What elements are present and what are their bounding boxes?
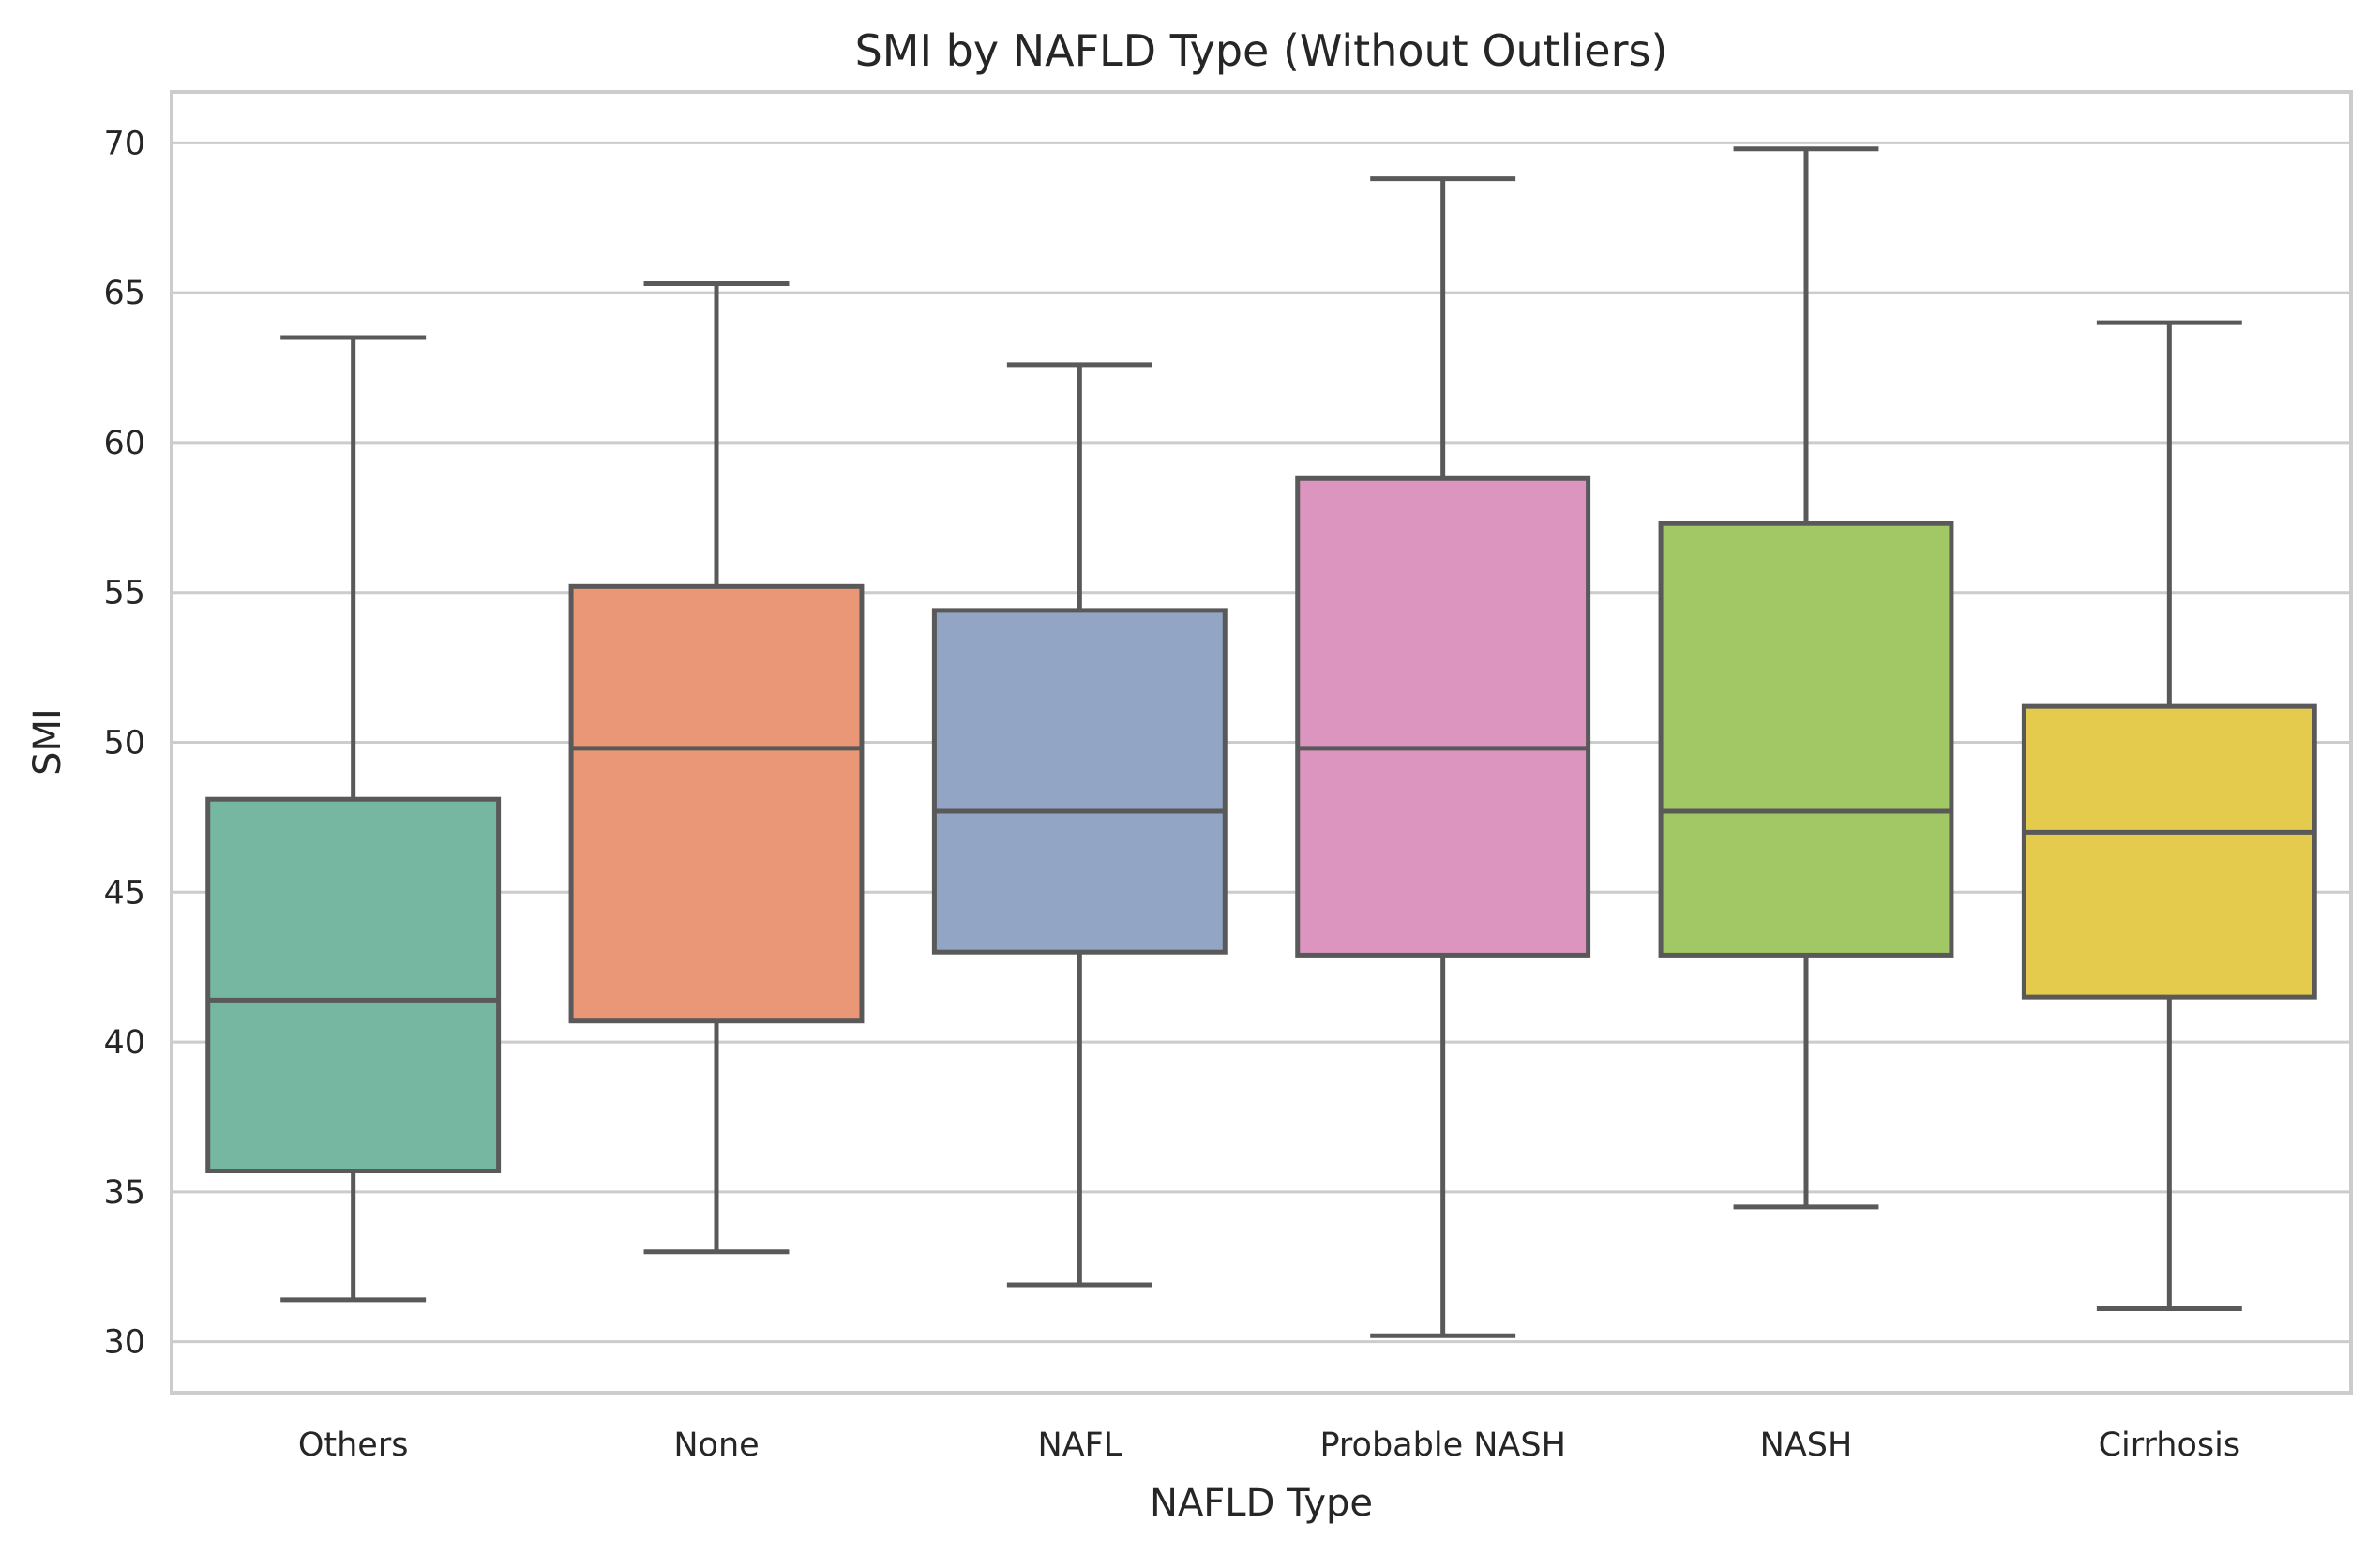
y-tick-label: 35: [103, 1174, 145, 1212]
x-tick-labels: Others None NAFL Probable NASH NASH Cirrhosis: [298, 1426, 2240, 1464]
chart-title: SMI by NAFLD Type (Without Outliers): [855, 25, 1668, 76]
x-axis-label: NAFLD Type: [1150, 1482, 1373, 1525]
iqr-box: [1295, 475, 1591, 958]
y-tick-label: 40: [103, 1024, 145, 1062]
x-tick-label: None: [673, 1426, 759, 1464]
box-nash: [1658, 146, 1954, 1210]
x-tick-label: NAFL: [1037, 1426, 1122, 1464]
y-tick-label: 70: [103, 125, 145, 162]
iqr-box: [1658, 521, 1954, 958]
y-tick-label: 45: [103, 874, 145, 912]
iqr-box: [931, 608, 1228, 955]
y-tick-label: 50: [103, 725, 145, 762]
y-tick-label: 65: [103, 275, 145, 312]
iqr-box: [2021, 703, 2317, 1000]
box-others: [205, 335, 502, 1303]
y-tick-label: 30: [103, 1324, 145, 1362]
box-cirrhosis: [2021, 320, 2317, 1312]
box-none: [568, 281, 865, 1255]
y-tick-labels: 30 35 40 45 50 55 60 65 70: [103, 125, 145, 1361]
iqr-box: [568, 583, 865, 1024]
x-tick-label: Probable NASH: [1319, 1426, 1565, 1464]
boxes: [205, 146, 2317, 1338]
box-probable-nash: [1295, 176, 1591, 1338]
x-tick-label: Others: [298, 1426, 409, 1464]
y-tick-label: 55: [103, 575, 145, 612]
iqr-box: [205, 796, 502, 1174]
x-tick-label: NASH: [1760, 1426, 1853, 1464]
grid-lines: [172, 141, 2351, 1344]
y-axis-label: SMI: [26, 708, 69, 776]
x-tick-label: Cirrhosis: [2099, 1426, 2241, 1464]
y-tick-label: 60: [103, 425, 145, 462]
box-nafl: [931, 362, 1228, 1288]
plot-frame: [170, 90, 2353, 1395]
